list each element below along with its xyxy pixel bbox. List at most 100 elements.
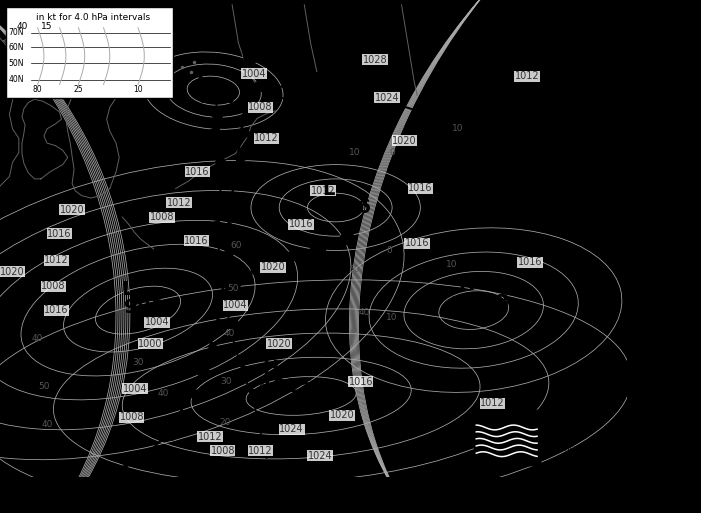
Text: 30: 30 [132, 358, 144, 367]
Text: 1012: 1012 [254, 133, 279, 143]
Text: 1012: 1012 [311, 186, 335, 196]
Text: 1008: 1008 [210, 446, 235, 456]
Polygon shape [243, 104, 255, 116]
Polygon shape [227, 222, 240, 234]
Text: 10: 10 [348, 148, 360, 157]
Text: 1020: 1020 [393, 136, 417, 146]
Circle shape [280, 252, 295, 264]
Text: ×: × [451, 294, 460, 304]
Polygon shape [376, 118, 388, 126]
Text: 50N: 50N [8, 59, 24, 68]
Polygon shape [242, 8, 254, 21]
Polygon shape [207, 342, 220, 353]
Text: metoffice.gov: metoffice.gov [543, 444, 595, 453]
Text: 1004: 1004 [123, 384, 147, 394]
Text: 1016: 1016 [185, 167, 210, 177]
Text: 40: 40 [32, 334, 43, 343]
Circle shape [212, 112, 222, 120]
Text: 1016: 1016 [408, 184, 433, 193]
Polygon shape [210, 267, 221, 278]
Text: H: H [458, 275, 475, 294]
Text: 60: 60 [230, 241, 242, 250]
Text: 50: 50 [38, 382, 50, 391]
Polygon shape [244, 56, 257, 68]
Polygon shape [241, 365, 252, 376]
Text: 1016: 1016 [48, 229, 72, 239]
Text: 1020: 1020 [60, 205, 84, 215]
Text: 1: 1 [599, 279, 612, 298]
Bar [474, 410, 540, 465]
Text: 1020: 1020 [0, 267, 25, 277]
Text: 1016: 1016 [289, 219, 313, 229]
Circle shape [311, 243, 325, 255]
Polygon shape [209, 220, 219, 230]
Text: 10: 10 [133, 86, 143, 94]
Circle shape [214, 253, 224, 261]
Polygon shape [254, 84, 266, 92]
Polygon shape [233, 175, 245, 187]
Text: 25: 25 [74, 86, 83, 94]
Text: 50: 50 [348, 265, 360, 274]
Text: 1020: 1020 [261, 262, 285, 272]
Polygon shape [261, 435, 273, 446]
Text: 1012: 1012 [248, 446, 273, 456]
Text: 0: 0 [389, 148, 395, 157]
Text: 1020: 1020 [267, 339, 292, 348]
Text: 1016: 1016 [44, 305, 69, 315]
Text: 1006: 1006 [318, 198, 372, 217]
Text: H: H [262, 359, 278, 378]
Polygon shape [113, 465, 128, 475]
Polygon shape [224, 270, 236, 282]
Polygon shape [220, 295, 232, 306]
Polygon shape [188, 388, 201, 398]
Polygon shape [245, 80, 257, 92]
Text: 1016: 1016 [405, 239, 430, 248]
Text: 80: 80 [33, 86, 43, 94]
Text: 1016: 1016 [518, 258, 543, 267]
Circle shape [251, 264, 266, 275]
Text: 1025: 1025 [260, 377, 315, 396]
Circle shape [383, 98, 395, 108]
Text: 10: 10 [452, 124, 464, 133]
Polygon shape [240, 127, 252, 140]
Text: 20: 20 [219, 418, 231, 427]
Polygon shape [237, 151, 249, 163]
Text: 1024: 1024 [280, 424, 304, 435]
Text: 15: 15 [41, 23, 53, 31]
Polygon shape [211, 173, 221, 183]
Polygon shape [345, 110, 357, 119]
Text: 0: 0 [386, 246, 392, 255]
Text: 1000: 1000 [138, 339, 163, 348]
Polygon shape [209, 126, 219, 136]
Text: 1008: 1008 [119, 412, 144, 422]
Text: 1008: 1008 [149, 212, 174, 222]
Text: 30: 30 [220, 377, 231, 386]
Circle shape [340, 233, 355, 245]
Text: 1012: 1012 [515, 71, 539, 82]
Text: 997: 997 [199, 88, 240, 107]
Bar [6, 7, 172, 98]
Text: 1012: 1012 [480, 398, 505, 408]
Text: 40: 40 [158, 389, 169, 398]
Polygon shape [225, 246, 237, 258]
Circle shape [351, 92, 364, 102]
Text: L: L [196, 70, 209, 89]
Polygon shape [249, 388, 261, 399]
Polygon shape [256, 412, 267, 422]
Polygon shape [234, 342, 245, 353]
Text: 70N: 70N [8, 28, 24, 37]
Text: 1018: 1018 [456, 293, 510, 312]
Text: 40N: 40N [8, 75, 24, 84]
Circle shape [287, 83, 300, 93]
Circle shape [215, 206, 224, 213]
Text: 40: 40 [16, 23, 27, 31]
Circle shape [216, 159, 226, 166]
Text: 50: 50 [227, 284, 238, 293]
Text: ×: × [257, 379, 267, 389]
Text: 1004: 1004 [242, 69, 266, 79]
Text: 1012: 1012 [198, 431, 222, 442]
Circle shape [225, 279, 240, 290]
Circle shape [414, 107, 426, 116]
Polygon shape [243, 32, 254, 44]
Text: 1020: 1020 [329, 410, 354, 420]
